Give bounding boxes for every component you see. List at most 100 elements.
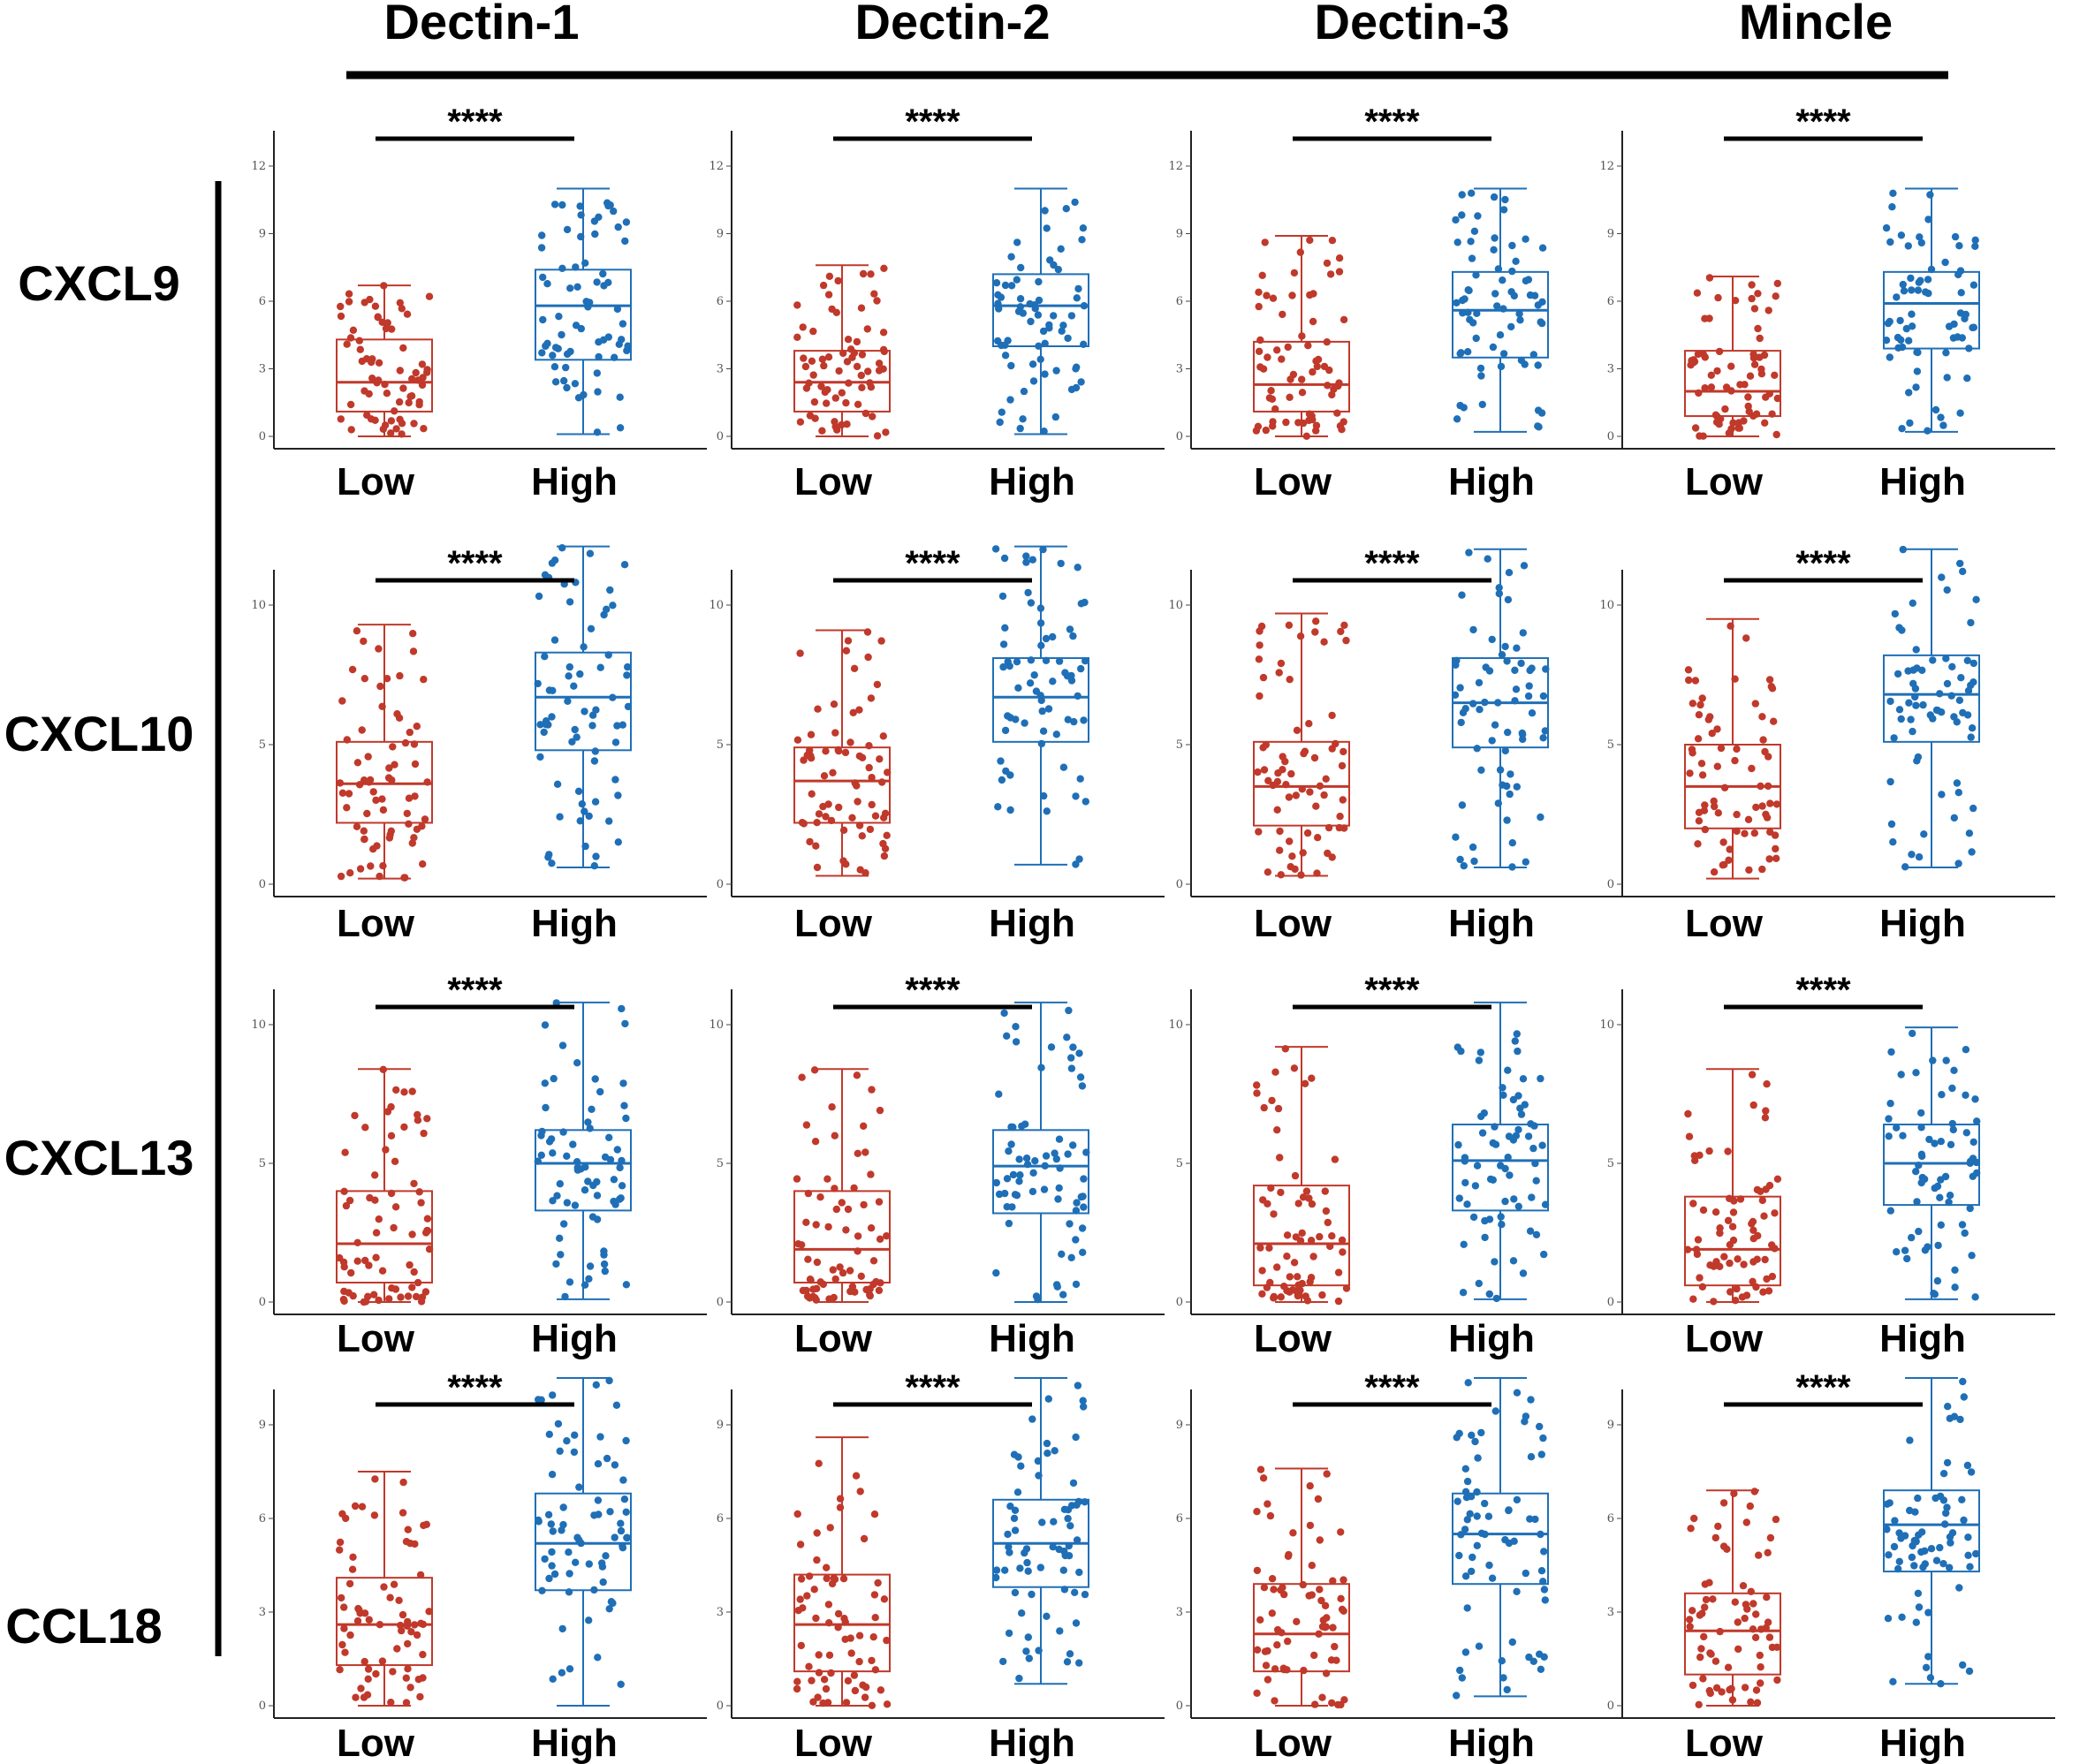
panel-ccl18-dectin-1-low-point: [341, 1648, 349, 1656]
panel-cxcl10-dectin-3-high-point: [1520, 562, 1529, 570]
panel-cxcl10-dectin-3-high-point: [1452, 833, 1460, 841]
panel-ccl18-dectin-1-high-point: [592, 1381, 600, 1389]
panel-ccl18-dectin-3-high-point: [1527, 1396, 1535, 1404]
panel-ccl18-mincle-low-point: [1751, 1633, 1760, 1642]
panel-cxcl9-mincle-low-point: [1744, 393, 1752, 401]
panel-cxcl13-mincle-high-point: [1961, 1229, 1969, 1238]
panel-cxcl10-dectin-2-low-point: [824, 800, 832, 808]
panel-cxcl13-mincle-high-box: [1883, 1124, 1980, 1207]
panel-cxcl13-mincle-low-point: [1696, 1274, 1704, 1282]
panel-cxcl9-dectin-2-low-point: [799, 323, 807, 331]
panel-cxcl9-dectin-1-high-point: [560, 376, 568, 385]
panel-ccl18-mincle-high-point: [1912, 1618, 1920, 1626]
panel-ccl18-dectin-2-low-point: [793, 1510, 801, 1518]
panel-cxcl13-dectin-1-tick-label-0: 0: [259, 1296, 266, 1309]
panel-cxcl13-dectin-1-high-point: [541, 1079, 549, 1087]
panel-cxcl10-dectin-1-high-point: [545, 686, 554, 694]
panel-cxcl9-dectin-1-tick-label-3: 9: [259, 228, 266, 241]
panel-cxcl9-dectin-2-high-point: [1059, 322, 1067, 329]
panel-cxcl13-dectin-1-high-point: [585, 1275, 593, 1283]
panel-ccl18-dectin-3-high-point: [1485, 1561, 1493, 1570]
panel-ccl18-dectin-2-tick-label-0: 0: [717, 1700, 724, 1713]
panel-cxcl13-mincle-low-point: [1762, 1185, 1770, 1193]
panel-cxcl10-dectin-1-high-box: [535, 651, 632, 752]
column-title-dectin-1: Dectin-1: [384, 0, 580, 49]
panel-cxcl9-mincle-high-point: [1926, 191, 1934, 199]
panel-cxcl10-dectin-2-low-point: [868, 774, 876, 782]
panel-ccl18-mincle-high-point: [1897, 1534, 1905, 1542]
panel-cxcl10-mincle-low-point: [1764, 753, 1772, 761]
panel-ccl18-dectin-1-high-point: [611, 1461, 619, 1469]
panel-cxcl13-dectin-2-high-point: [1052, 1281, 1061, 1289]
panel-ccl18-dectin-2-low-point: [810, 1586, 818, 1594]
panel-cxcl9-dectin-1-high-point: [604, 201, 612, 210]
panel-cxcl13-dectin-2-high-point: [1077, 1192, 1086, 1201]
panel-cxcl10-dectin-1-low-point: [360, 835, 368, 844]
panel-ccl18-mincle-high-point: [1891, 1517, 1899, 1525]
panel-cxcl13-dectin-2-low-point: [832, 1205, 840, 1214]
panel-cxcl10-dectin-2-high-point: [1042, 634, 1051, 643]
panel-cxcl10-dectin-1-high-point: [565, 598, 574, 606]
panel-cxcl10-mincle-high-point: [1886, 777, 1894, 786]
panel-cxcl13-dectin-2-low-point: [819, 1280, 827, 1289]
panel-cxcl10-dectin-1-high-category-label: High: [531, 902, 618, 945]
panel-cxcl9-dectin-2-low-point: [879, 329, 888, 337]
panel-cxcl10-dectin-1-low-point: [405, 794, 414, 802]
panel-cxcl13-dectin-1-high-point: [557, 1251, 565, 1259]
panel-cxcl13-mincle-high-point: [1942, 1056, 1950, 1064]
panel-cxcl10-dectin-3-tick-label-1: 5: [1176, 738, 1183, 752]
panel-cxcl10-dectin-1-low-point: [396, 671, 404, 680]
panel-ccl18-mincle-high-point: [1912, 1537, 1920, 1546]
panel-ccl18-mincle-low-point: [1711, 1657, 1720, 1665]
panel-cxcl10-dectin-2-high-point: [1021, 719, 1028, 727]
panel-cxcl9-dectin-1-high-point: [558, 330, 565, 339]
panel-cxcl10-dectin-2-high-point: [1043, 807, 1051, 815]
panel-cxcl13-dectin-1-high-point: [617, 1194, 625, 1202]
panel-cxcl10-dectin-2-low-point: [841, 748, 850, 757]
panel-ccl18-dectin-1-high-point: [611, 1533, 619, 1541]
panel-ccl18-dectin-2-low-point: [868, 1701, 877, 1710]
panel-cxcl13-mincle-high-point: [1962, 1046, 1970, 1054]
panel-cxcl10-dectin-3-low-point: [1277, 871, 1286, 879]
panel-ccl18-mincle-high-point: [1889, 1677, 1897, 1686]
panel-cxcl10-dectin-3-high-point: [1539, 692, 1548, 700]
panel-cxcl10-dectin-2-low-point: [842, 647, 851, 655]
panel-cxcl9-dectin-3-high-point: [1529, 351, 1538, 359]
panel-ccl18-dectin-2-high-point: [1010, 1514, 1019, 1523]
panel-cxcl10-dectin-3-low-point: [1286, 676, 1294, 684]
panel-cxcl13-dectin-1-low-point: [370, 1291, 378, 1298]
panel-ccl18-dectin-3-high-point: [1468, 1431, 1476, 1440]
panel-cxcl13-dectin-1-high-point: [621, 1019, 629, 1028]
panel-cxcl9-mincle-high-point: [1971, 236, 1979, 244]
panel-cxcl9-mincle-low-point: [1773, 279, 1782, 288]
panel-cxcl13-dectin-3-high-point: [1499, 1091, 1507, 1100]
panel-cxcl9-dectin-2-low-point: [842, 398, 850, 407]
panel-ccl18-dectin-2-tick-label-2: 6: [717, 1512, 724, 1526]
panel-ccl18-dectin-1-high-point: [558, 1624, 566, 1633]
panel-cxcl13-dectin-1-low-point: [391, 1203, 400, 1211]
panel-cxcl9-dectin-3-high-point: [1468, 254, 1476, 262]
row-title-cxcl10: CXCL10: [4, 706, 194, 761]
panel-ccl18-dectin-1-low-point: [406, 1684, 414, 1692]
panel-cxcl9-dectin-1-high-point: [595, 352, 603, 361]
panel-cxcl10-dectin-1-low-point: [406, 728, 414, 737]
panel-cxcl10-dectin-3-low-point: [1328, 745, 1336, 753]
panel-ccl18-mincle-low-point: [1687, 1525, 1695, 1533]
panel-cxcl9-dectin-1-low-point: [396, 367, 404, 375]
panel-cxcl9-mincle-low-box: [1684, 350, 1781, 418]
panel-cxcl10-dectin-3-high-point: [1491, 721, 1499, 729]
panel-cxcl10-dectin-3-low-point: [1339, 747, 1347, 756]
panel-ccl18-dectin-1-low-point: [387, 1699, 395, 1707]
panel-ccl18-dectin-3-high-point: [1484, 1512, 1493, 1520]
panel-cxcl10-dectin-1-low-point: [421, 815, 429, 823]
panel-cxcl10-dectin-2-significance-label: ****: [905, 544, 960, 583]
panel-cxcl13-dectin-1-high-point: [569, 1140, 577, 1148]
panel-cxcl13-dectin-3-low-point: [1273, 1263, 1281, 1271]
panel-cxcl9-dectin-1-high-point: [613, 305, 622, 314]
panel-ccl18-dectin-2-low-point: [836, 1495, 845, 1503]
panel-cxcl13-dectin-3-high-point: [1481, 1233, 1489, 1242]
panel-cxcl10-dectin-2-high-point: [1072, 860, 1080, 868]
panel-ccl18-dectin-3-low-point: [1329, 1624, 1337, 1632]
panel-cxcl13-mincle-high-point: [1931, 1291, 1939, 1298]
panel-cxcl10-dectin-2-low-point: [835, 803, 843, 812]
